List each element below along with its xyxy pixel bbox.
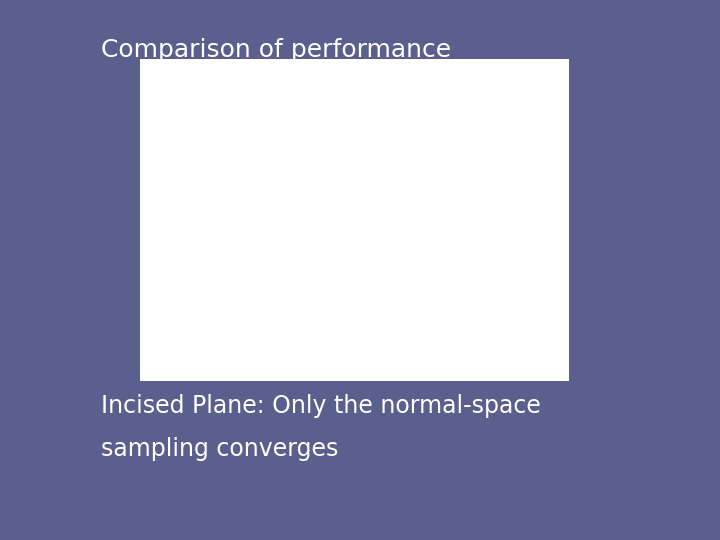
Uniform sampling [521,158,530,165]
Uniform sampling [487,158,495,165]
Random sampling [539,291,548,297]
Random sampling [204,187,213,194]
Random sampling [487,291,495,297]
Normal-space sampling [398,301,407,307]
Uniform sampling [381,158,390,165]
Random sampling [346,235,354,241]
Uniform sampling [275,158,284,165]
Normal-space sampling [310,218,319,225]
Random sampling [310,201,319,208]
Normal-space sampling [239,177,248,183]
Uniform sampling [504,158,513,165]
Normal-space sampling [521,336,530,342]
Normal-space sampling [363,274,372,280]
Uniform sampling [363,158,372,165]
Text: sampling converges: sampling converges [101,437,338,461]
Uniform sampling [239,156,248,163]
Normal-space sampling [469,336,477,342]
Line: Uniform sampling: Uniform sampling [189,157,546,164]
Random sampling [292,191,301,198]
Uniform sampling [257,156,266,163]
Uniform sampling [328,158,336,165]
Uniform sampling [433,158,442,165]
Uniform sampling [451,158,460,165]
Normal-space sampling [433,332,442,339]
Random sampling [275,187,284,194]
Random sampling [416,280,425,287]
Line: Random sampling: Random sampling [189,173,546,296]
Random sampling [451,291,460,297]
Normal-space sampling [186,204,195,210]
Legend: Uniform sampling, Random sampling, Normal-space sampling: Uniform sampling, Random sampling, Norma… [413,101,540,138]
Normal-space sampling [257,177,266,183]
Uniform sampling [310,158,319,165]
Random sampling [239,177,248,183]
Normal-space sampling [222,185,230,192]
X-axis label: Iteration: Iteration [349,368,385,377]
Uniform sampling [292,158,301,165]
Random sampling [381,260,390,266]
Uniform sampling [398,158,407,165]
Uniform sampling [222,156,230,163]
Uniform sampling [416,158,425,165]
Uniform sampling [469,158,477,165]
Normal-space sampling [381,276,390,282]
Random sampling [328,218,336,225]
Text: Comparison of performance: Comparison of performance [101,38,451,62]
Normal-space sampling [346,253,354,260]
Random sampling [398,270,407,276]
Normal-space sampling [275,187,284,194]
Line: Normal-space sampling: Normal-space sampling [188,177,546,342]
Random sampling [433,286,442,293]
Uniform sampling [539,158,548,165]
Title: Convergence rate for "Incised plane" scene: Convergence rate for "Incised plane" sce… [276,86,459,95]
Text: Incised Plane: Only the normal-space: Incised Plane: Only the normal-space [101,394,541,418]
Random sampling [186,204,195,210]
Normal-space sampling [292,198,301,204]
Uniform sampling [346,158,354,165]
Random sampling [222,173,230,179]
Random sampling [504,291,513,297]
Random sampling [469,291,477,297]
Random sampling [521,291,530,297]
Normal-space sampling [204,191,213,198]
Normal-space sampling [504,336,513,342]
Uniform sampling [186,158,195,165]
Normal-space sampling [328,235,336,241]
Normal-space sampling [539,336,548,342]
Normal-space sampling [416,318,425,324]
Random sampling [257,177,266,183]
Random sampling [363,249,372,255]
Normal-space sampling [451,336,460,342]
Normal-space sampling [487,336,495,342]
Y-axis label: RMS alignment error: RMS alignment error [156,178,166,265]
Uniform sampling [204,158,213,165]
